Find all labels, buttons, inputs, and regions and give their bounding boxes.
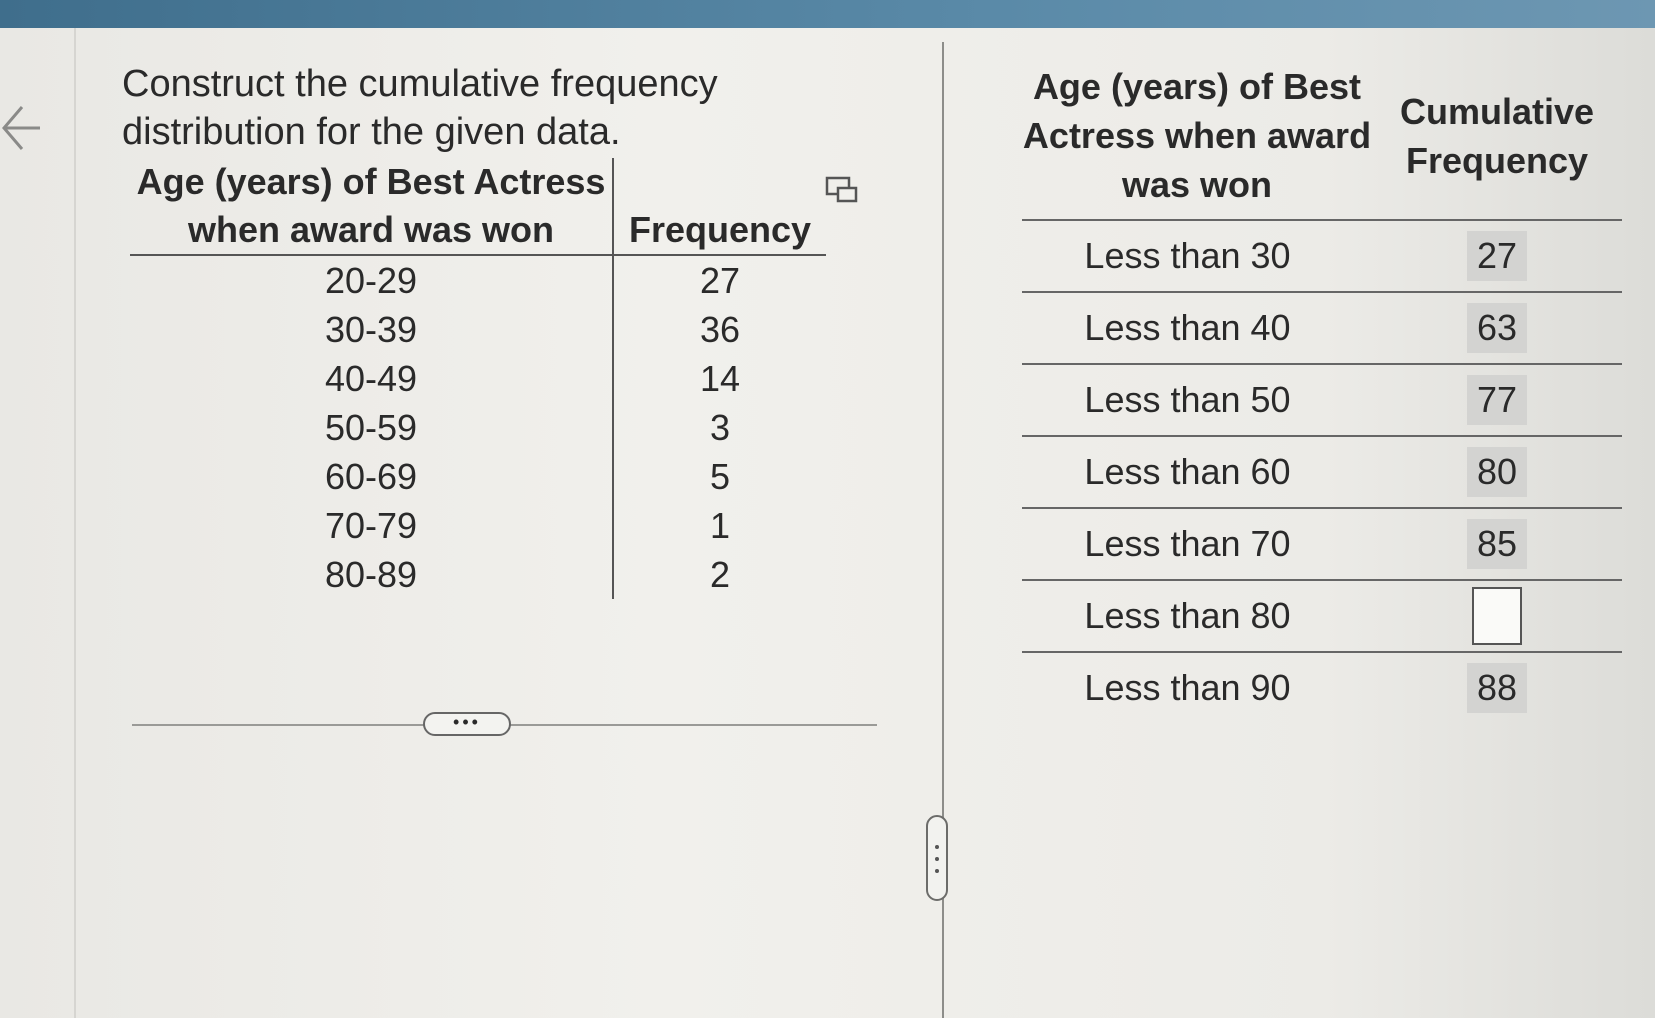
panel-edge [74,28,76,1018]
answer-input[interactable] [1472,587,1522,645]
more-button[interactable]: ••• [423,712,511,736]
table-row: 20-29 27 [130,255,826,305]
cumulative-value: 88 [1467,663,1527,713]
class-cell: 40-49 [324,358,418,399]
class-cell: Less than 50 [1022,364,1372,437]
cumulative-value: 77 [1467,375,1527,425]
value-cell: 27 [1372,220,1622,293]
class-cell: 30-39 [324,309,418,350]
table-row: Less than 30 27 [1022,220,1622,293]
column-header: Age (years) of Best Actress when award w… [130,158,613,256]
table-row: 40-49 14 [130,354,826,403]
value-cell: 80 [1372,436,1622,509]
frequency-cell: 14 [612,354,826,403]
table-row: Less than 50 77 [1022,364,1622,437]
cumulative-value: 27 [1467,231,1527,281]
class-cell: 50-59 [324,407,418,448]
frequency-table: Age (years) of Best Actress when award w… [130,158,826,599]
class-cell: 20-29 [324,260,418,301]
table-row: 60-69 5 [130,452,826,501]
class-cell: Less than 70 [1022,508,1372,581]
frequency-cell: 2 [612,550,826,599]
value-cell: 63 [1372,292,1622,365]
class-cell: Less than 40 [1022,292,1372,365]
class-cell: 80-89 [324,554,418,595]
cumulative-table: Age (years) of Best Actress when award w… [1022,62,1622,723]
frequency-cell: 5 [612,452,826,501]
table-row: 30-39 36 [130,305,826,354]
cumulative-value: 63 [1467,303,1527,353]
class-cell: Less than 90 [1084,667,1291,708]
frequency-cell: 36 [612,305,826,354]
column-header: Age (years) of Best Actress when award w… [1022,62,1372,221]
table-row: 50-59 3 [130,403,826,452]
frequency-cell: 27 [612,255,826,305]
class-cell: 70-79 [324,505,418,546]
class-cell: Less than 60 [1022,436,1372,509]
frequency-cell: 1 [612,501,826,550]
table-row: Less than 70 85 [1022,508,1622,581]
table-row: Less than 60 80 [1022,436,1622,509]
cumulative-value: 80 [1467,447,1527,497]
frequency-cell: 3 [612,403,826,452]
table-row: Less than 90 88 [1022,652,1622,723]
back-arrow[interactable] [0,95,46,161]
value-cell: 77 [1372,364,1622,437]
value-cell: 88 [1372,652,1622,723]
column-header: Cumulative Frequency [1372,62,1622,221]
table-row: Less than 40 63 [1022,292,1622,365]
class-cell: 60-69 [324,456,418,497]
pane-divider [942,42,944,1018]
class-cell: Less than 80 [1022,580,1372,653]
table-row: Less than 80 [1022,580,1622,653]
cumulative-value: 85 [1467,519,1527,569]
copy-icon[interactable] [824,175,864,209]
divider-handle[interactable] [926,815,948,901]
class-cell: Less than 30 [1022,220,1372,293]
question-text: Construct the cumulative frequency distr… [122,63,718,153]
table-row: 80-89 2 [130,550,826,599]
value-cell [1372,580,1622,653]
value-cell: 85 [1372,508,1622,581]
table-row: 70-79 1 [130,501,826,550]
arrow-shape [2,106,40,150]
top-bar [0,0,1655,28]
column-header: Frequency [612,158,826,256]
copy-shape [836,186,858,203]
